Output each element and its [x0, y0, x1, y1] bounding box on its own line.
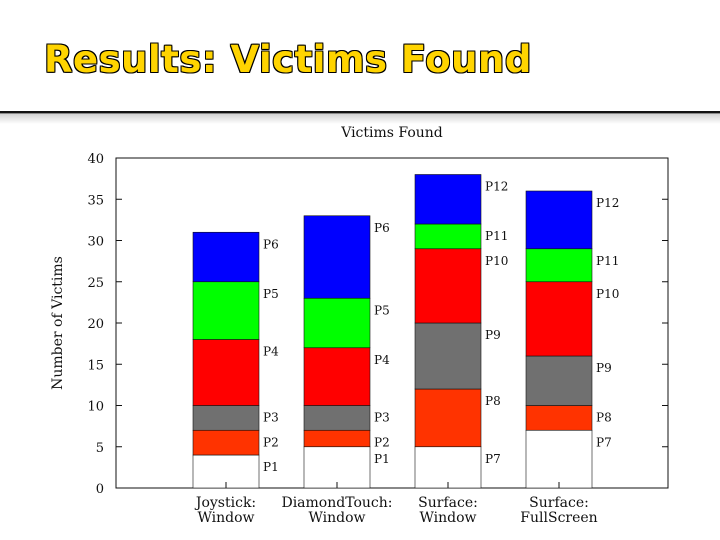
segment-label: P2	[374, 435, 390, 449]
y-tick-label: 40	[87, 152, 104, 167]
segment-label: P12	[596, 196, 619, 210]
segment-label: P7	[485, 452, 501, 466]
segment-label: P9	[596, 361, 612, 375]
segment-label: P12	[485, 180, 508, 194]
segment-label: P6	[263, 237, 279, 251]
y-tick-label: 5	[96, 441, 104, 456]
bar-segment-p10	[525, 281, 593, 357]
segment-label: P5	[374, 303, 390, 317]
y-axis: 0 5 10 15 20 25 30 35 40	[87, 152, 668, 497]
segment-label: P11	[485, 229, 508, 243]
bar-segment-p1	[303, 446, 371, 489]
chart-title: Victims Found	[340, 125, 443, 141]
y-tick-label: 0	[96, 482, 104, 497]
y-tick-label: 20	[87, 317, 104, 332]
y-tick-label: 30	[87, 235, 104, 250]
segment-label: P4	[374, 353, 390, 367]
segment-label: P10	[596, 287, 619, 301]
y-axis-label: Number of Victims	[50, 256, 66, 390]
segment-label: P10	[485, 254, 508, 268]
bar-segment-p4	[303, 347, 371, 406]
segment-label: P4	[263, 345, 279, 359]
x-category-label: DiamondTouch:	[281, 495, 392, 511]
bar-segment-p9	[414, 322, 482, 390]
x-category-label: Window	[197, 510, 254, 526]
bar-segment-p5	[303, 297, 371, 349]
y-tick-label: 10	[87, 400, 104, 415]
y-tick-label: 35	[87, 193, 104, 208]
bar-segment-p7	[525, 429, 593, 489]
bar-segment-p8	[414, 388, 482, 448]
bar-segment-p2	[192, 429, 260, 456]
segment-label: P3	[263, 411, 279, 425]
bar-segment-p12	[414, 174, 482, 225]
segment-label: P1	[263, 460, 279, 474]
bar-segment-p4	[192, 339, 260, 406]
segment-label: P3	[374, 411, 390, 425]
segment-label: P7	[596, 435, 612, 449]
y-tick-label: 15	[87, 358, 104, 373]
x-category-label: Surface:	[418, 495, 478, 511]
segment-label: P2	[263, 435, 279, 449]
segment-label: P9	[485, 328, 501, 342]
title-divider	[0, 111, 720, 114]
title-divider-shadow	[0, 114, 720, 124]
segment-label: P11	[596, 254, 619, 268]
segment-label: P5	[263, 287, 279, 301]
segment-label: P8	[596, 411, 612, 425]
bar-segment-p3	[303, 405, 371, 431]
bar-segment-p11	[525, 248, 593, 283]
segment-label: P8	[485, 394, 501, 408]
bar-segment-p11	[414, 223, 482, 250]
segment-label: P6	[374, 221, 390, 235]
bars: P1 P2 P3 P4 P5 P6 P1 P2 P3 P4 P5 P6 P7 P8 P9 P10 P11 P12 P…	[192, 174, 619, 489]
segment-label: P1	[374, 452, 390, 466]
x-axis: Joystick:WindowDiamondTouch:WindowSurfac…	[194, 482, 598, 526]
x-category-label: Surface:	[529, 495, 589, 511]
bar-segment-p7	[414, 446, 482, 489]
bar-segment-p12	[525, 190, 593, 250]
bar-segment-p10	[414, 248, 482, 324]
bar-segment-p6	[192, 231, 260, 283]
bar-segment-p5	[192, 281, 260, 340]
bar-segment-p9	[525, 355, 593, 406]
y-tick-label: 25	[87, 276, 104, 291]
bar-segment-p3	[192, 405, 260, 431]
x-category-label: Window	[308, 510, 365, 526]
x-category-label: Joystick:	[194, 495, 256, 511]
x-category-label: FullScreen	[520, 510, 597, 526]
x-category-label: Window	[419, 510, 476, 526]
slide-title: Results: Victims Found	[44, 38, 532, 81]
bar-segment-p6	[303, 215, 371, 299]
bar-segment-p2	[303, 429, 371, 448]
bar-segment-p8	[525, 405, 593, 431]
